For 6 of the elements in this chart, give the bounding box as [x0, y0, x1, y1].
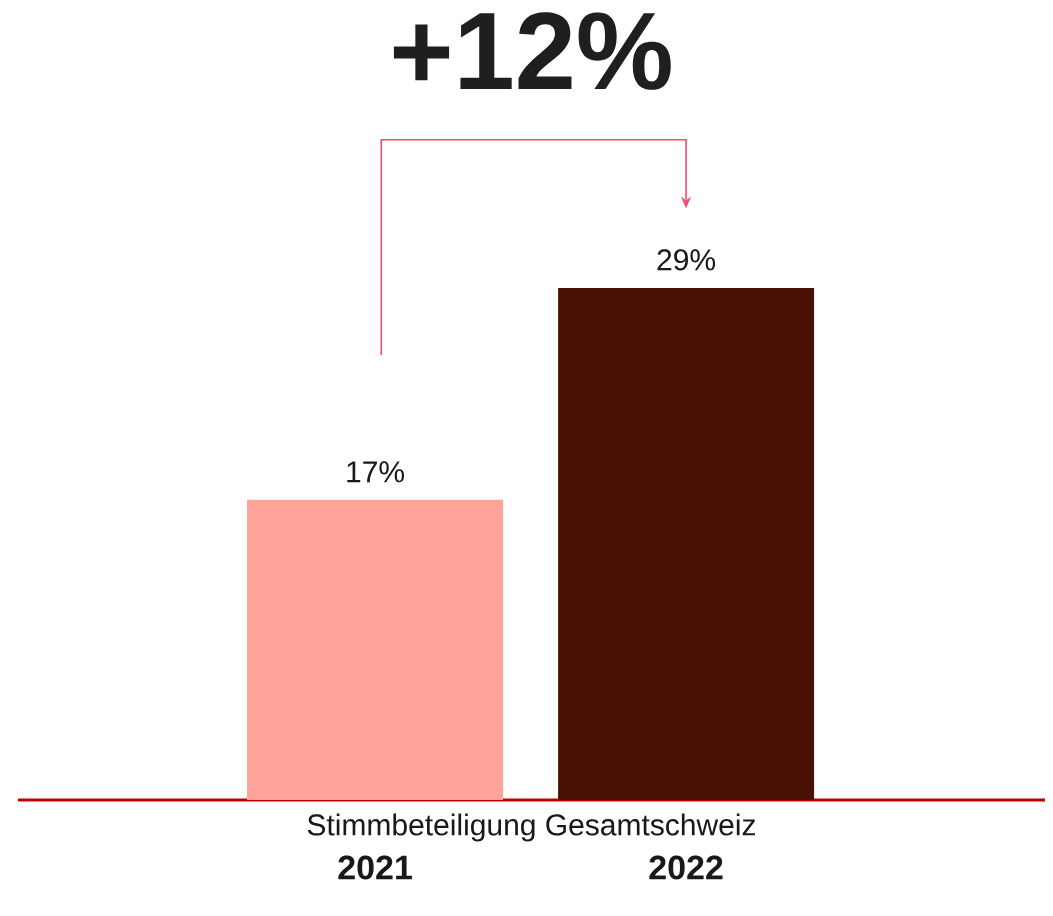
x-tick-label: 2022 [649, 855, 723, 880]
data-label: 29% [657, 249, 716, 271]
x-axis-title: Stimmbeteiligung Gesamtschweiz [307, 813, 755, 842]
x-tick-label: 2021 [338, 855, 412, 880]
chart-title: +12% [393, 12, 671, 90]
data-label: 17% [347, 461, 404, 483]
